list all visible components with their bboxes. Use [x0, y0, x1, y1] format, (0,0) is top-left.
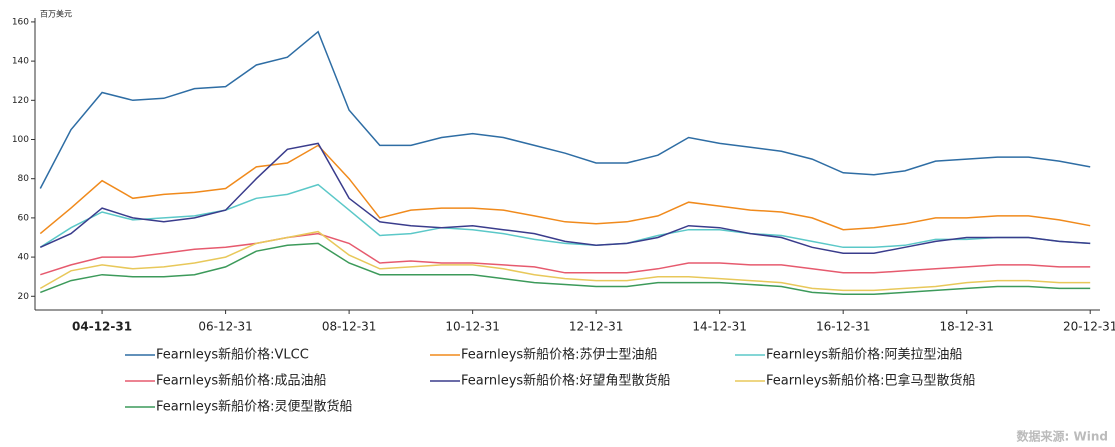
legend-label: Fearnleys新船价格:灵便型散货船 — [156, 399, 353, 415]
series-line — [39, 142, 1091, 254]
x-tick-label: 06-12-31 — [198, 320, 252, 334]
series-line — [39, 183, 1091, 249]
legend-label: Fearnleys新船价格:好望角型散货船 — [461, 373, 671, 389]
y-tick-label: 20 — [18, 292, 30, 302]
x-tick-label: 12-12-31 — [569, 320, 623, 334]
y-tick-label: 80 — [18, 174, 30, 184]
unit-label: 百万美元 — [40, 9, 72, 19]
legend-label: Fearnleys新船价格:阿美拉型油船 — [766, 347, 963, 363]
series-line — [39, 144, 1091, 235]
series-line — [39, 230, 1091, 292]
y-tick-label: 60 — [18, 213, 30, 223]
x-tick-label: 14-12-31 — [692, 320, 746, 334]
x-tick-label: 10-12-31 — [445, 320, 499, 334]
y-tick-label: 100 — [12, 135, 29, 145]
y-tick-label: 40 — [18, 253, 30, 263]
x-tick-label: 20-12-31 — [1063, 320, 1115, 334]
x-tick-label: 08-12-31 — [322, 320, 376, 334]
legend-label: Fearnleys新船价格:巴拿马型散货船 — [766, 373, 976, 389]
series-line — [40, 242, 1091, 296]
legend-label: Fearnleys新船价格:苏伊士型油船 — [461, 347, 658, 363]
x-tick-label: 18-12-31 — [939, 320, 993, 334]
x-tick-label: 16-12-31 — [816, 320, 870, 334]
series-line — [40, 232, 1091, 276]
source: 数据来源: Wind — [1017, 429, 1108, 444]
x-tick-label: 04-12-31 — [72, 320, 132, 334]
legend-label: Fearnleys新船价格:成品油船 — [156, 373, 327, 389]
y-tick-label: 120 — [12, 96, 29, 106]
y-tick-label: 160 — [12, 17, 29, 27]
y-tick-label: 140 — [12, 57, 29, 67]
legend-label: Fearnleys新船价格:VLCC — [156, 347, 309, 363]
series-line — [39, 30, 1091, 189]
